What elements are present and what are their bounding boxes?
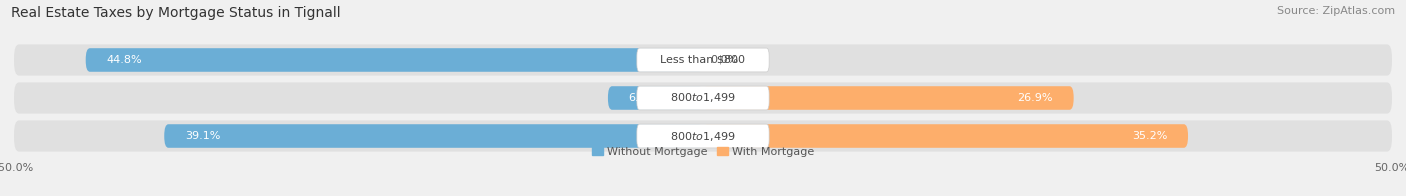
FancyBboxPatch shape [86, 48, 703, 72]
Text: 6.9%: 6.9% [628, 93, 657, 103]
Legend: Without Mortgage, With Mortgage: Without Mortgage, With Mortgage [588, 142, 818, 162]
Text: Real Estate Taxes by Mortgage Status in Tignall: Real Estate Taxes by Mortgage Status in … [11, 6, 340, 20]
FancyBboxPatch shape [703, 124, 1188, 148]
Text: 44.8%: 44.8% [107, 55, 142, 65]
Text: 39.1%: 39.1% [186, 131, 221, 141]
Text: Source: ZipAtlas.com: Source: ZipAtlas.com [1277, 6, 1395, 16]
FancyBboxPatch shape [14, 120, 1392, 152]
Text: $800 to $1,499: $800 to $1,499 [671, 130, 735, 142]
FancyBboxPatch shape [14, 44, 1392, 76]
FancyBboxPatch shape [637, 86, 769, 110]
Text: Less than $800: Less than $800 [661, 55, 745, 65]
Text: 0.0%: 0.0% [710, 55, 738, 65]
Text: 35.2%: 35.2% [1132, 131, 1167, 141]
FancyBboxPatch shape [637, 48, 769, 72]
FancyBboxPatch shape [607, 86, 703, 110]
FancyBboxPatch shape [637, 124, 769, 148]
FancyBboxPatch shape [165, 124, 703, 148]
Text: 26.9%: 26.9% [1018, 93, 1053, 103]
FancyBboxPatch shape [14, 82, 1392, 114]
Text: $800 to $1,499: $800 to $1,499 [671, 92, 735, 104]
FancyBboxPatch shape [703, 86, 1074, 110]
